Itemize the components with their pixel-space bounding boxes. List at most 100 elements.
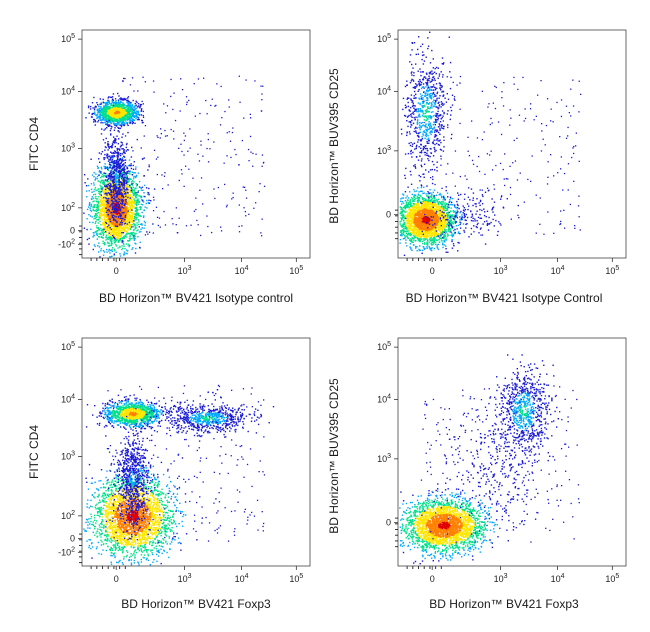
population-1-2-dot [104, 146, 107, 148]
population-1-1-dot [109, 214, 111, 216]
sparse-event-dot [175, 224, 177, 226]
sparse-event-dot [186, 101, 188, 103]
population-1-1-dot [95, 230, 98, 233]
population-1-1-dot [113, 217, 116, 219]
population-1-1-dot [138, 221, 140, 223]
population-1-3-dot [133, 112, 135, 114]
population-1-1-dot [111, 243, 113, 245]
population-1-1-dot [107, 221, 110, 223]
population-1-1-dot [108, 244, 110, 247]
population-1-2-dot [115, 165, 117, 167]
population-1-1-dot [102, 254, 105, 256]
population-1-1-dot [130, 197, 132, 199]
population-1-1-dot [92, 206, 94, 208]
population-1-1-dot [100, 172, 102, 175]
population-1-1-dot [110, 210, 113, 212]
sparse-event-dot [250, 117, 252, 119]
population-1-2-dot [115, 203, 117, 205]
sparse-event-dot [221, 117, 223, 119]
population-1-1-dot [135, 243, 137, 245]
population-1-1-dot [98, 242, 100, 244]
sparse-event-dot [112, 104, 115, 106]
population-1-2-dot [113, 211, 115, 214]
sparse-event-dot [142, 103, 144, 105]
population-1-1-dot [130, 194, 132, 196]
population-1-1-dot [141, 211, 143, 214]
population-1-1-dot [136, 224, 138, 226]
sparse-event-dot [153, 91, 155, 93]
population-1-2-dot [110, 133, 112, 135]
population-1-1-dot [125, 230, 127, 232]
population-1-1-dot [107, 180, 109, 182]
population-1-1-dot [96, 175, 99, 178]
population-1-2-dot [119, 154, 122, 157]
population-1-1-dot [93, 244, 96, 246]
population-1-1-dot [116, 197, 119, 199]
population-1-1-dot [109, 165, 111, 167]
population-1-1-dot [123, 220, 126, 222]
population-1-1-dot [114, 212, 116, 215]
population-1-3-dot [100, 105, 102, 108]
population-1-1-dot [135, 218, 138, 220]
sparse-event-dot [179, 110, 181, 112]
population-1-2-dot [109, 173, 111, 175]
population-1-1-dot [132, 190, 134, 192]
population-1-1-dot [126, 197, 129, 200]
population-1-2-dot [122, 197, 125, 199]
population-1-1-dot [128, 172, 130, 174]
population-1-3-dot [102, 116, 104, 118]
population-1-1-dot [107, 204, 109, 206]
population-1-1-dot [112, 213, 115, 215]
population-1-1-dot [118, 214, 120, 217]
population-1-1-dot [110, 240, 112, 242]
population-1-1-dot [131, 171, 133, 173]
population-1-3-dot [116, 110, 118, 112]
population-1-2-dot [100, 194, 102, 196]
population-1-1-dot [107, 218, 110, 220]
population-1-1-dot [107, 223, 109, 225]
population-1-1-dot [135, 193, 137, 196]
population-1-3-dot [115, 116, 117, 119]
population-1-1-dot [130, 208, 132, 210]
population-1-1-dot [99, 190, 101, 193]
population-1-2-dot [111, 179, 114, 181]
population-1-2-dot [117, 166, 119, 168]
population-1-1-dot [119, 255, 122, 257]
population-1-2-dot [124, 162, 126, 164]
sparse-event-dot [130, 165, 132, 167]
sparse-event-dot [202, 203, 204, 205]
population-1-1-dot [97, 209, 99, 211]
population-1-1-dot [93, 176, 95, 178]
population-1-3-dot [96, 114, 98, 116]
population-1-2-dot [117, 201, 119, 204]
population-1-1-dot [91, 216, 93, 218]
population-1-3-dot [117, 104, 120, 106]
sparse-event-dot [194, 115, 196, 117]
population-1-2-dot [108, 185, 111, 187]
population-1-1-dot [124, 220, 127, 223]
population-1-1-dot [126, 221, 128, 223]
population-1-3-dot [99, 103, 101, 105]
population-1-3-dot [94, 113, 96, 115]
population-1-1-dot [110, 226, 112, 228]
population-1-1-dot [107, 186, 109, 188]
sparse-event-dot [106, 120, 108, 123]
population-1-1-dot [106, 218, 109, 220]
population-1-2-dot [107, 157, 109, 159]
population-1-1-dot [111, 240, 113, 243]
sparse-event-dot [152, 210, 155, 212]
population-1-1-dot [126, 195, 129, 197]
population-1-1-dot [94, 214, 97, 216]
population-1-2-dot [124, 189, 126, 191]
population-1-1-dot [102, 237, 104, 239]
population-1-1-dot [128, 210, 130, 212]
population-1-1-dot [129, 178, 132, 181]
population-1-3-dot [93, 109, 96, 111]
population-1-1-dot [108, 222, 110, 224]
population-1-1-dot [96, 165, 99, 167]
population-1-1-dot [93, 210, 95, 212]
population-1-1-dot [105, 167, 108, 169]
population-1-1-dot [92, 248, 94, 251]
population-1-1-dot [115, 232, 118, 235]
population-1-1-dot [117, 196, 119, 199]
